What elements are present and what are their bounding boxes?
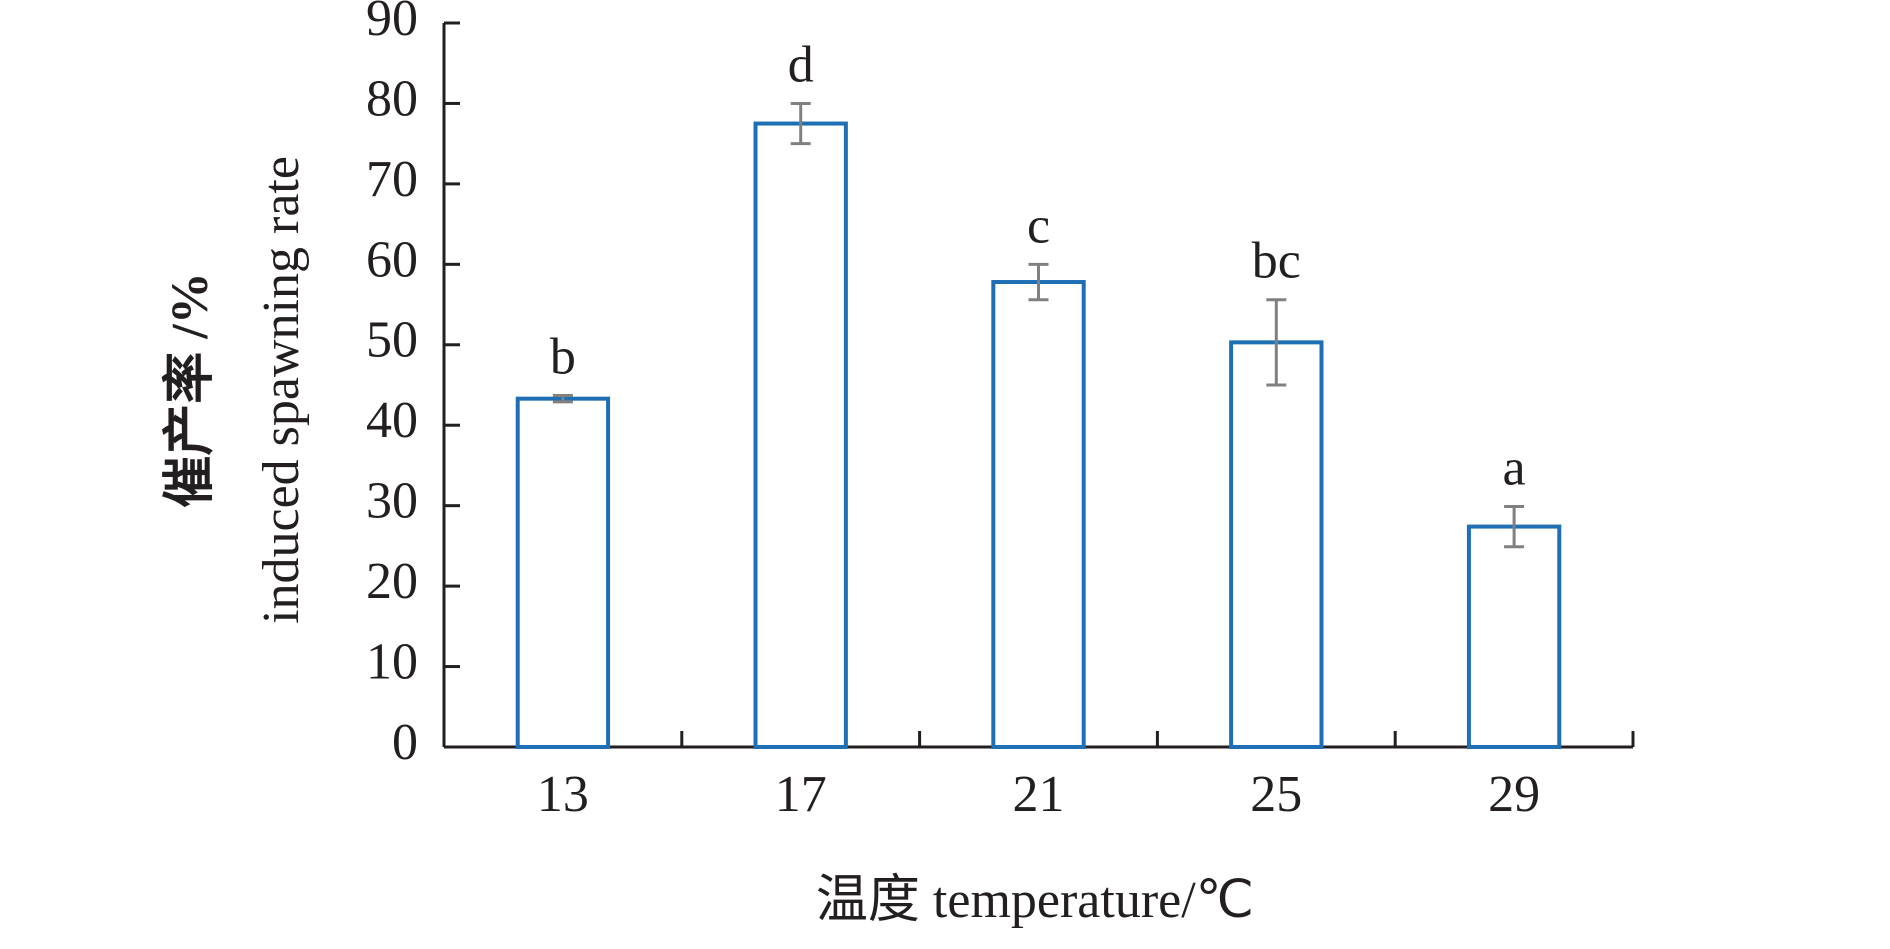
significance-label: d	[788, 36, 814, 93]
y-tick-label: 70	[366, 151, 418, 208]
bar	[753, 121, 848, 750]
bar	[1229, 340, 1324, 749]
significance-label: a	[1503, 439, 1526, 496]
error-bar	[1028, 262, 1049, 302]
y-axis-label: induced spawning rate	[253, 156, 310, 624]
y-tick-label: 40	[366, 392, 418, 449]
y-tick-label: 80	[366, 70, 418, 127]
x-tick-label: 21	[1013, 766, 1065, 823]
x-tick-label: 25	[1250, 766, 1302, 823]
y-tick-label: 30	[366, 473, 418, 530]
y-tick-label: 90	[366, 0, 418, 47]
error-bar	[1504, 504, 1525, 549]
significance-label: b	[550, 328, 576, 385]
y-tick-label: 20	[366, 553, 418, 610]
y-tick-label: 10	[366, 633, 418, 690]
significance-label: bc	[1252, 233, 1301, 290]
y-axis-label: 催产率 /%	[161, 272, 219, 507]
x-tick-label: 17	[775, 766, 827, 823]
bar	[991, 280, 1086, 749]
error-bar	[790, 101, 811, 146]
y-tick-label: 60	[366, 231, 418, 288]
error-bar	[1266, 298, 1287, 387]
y-tick-label: 0	[392, 714, 418, 771]
error-bar	[552, 393, 573, 404]
y-tick-label: 50	[366, 312, 418, 369]
x-axis-label: 温度 temperature/℃	[816, 872, 1254, 929]
bar	[515, 396, 611, 749]
significance-label: c	[1027, 197, 1050, 254]
bar	[1466, 524, 1562, 749]
x-tick-label: 13	[537, 766, 589, 823]
x-tick-label: 29	[1488, 766, 1540, 823]
